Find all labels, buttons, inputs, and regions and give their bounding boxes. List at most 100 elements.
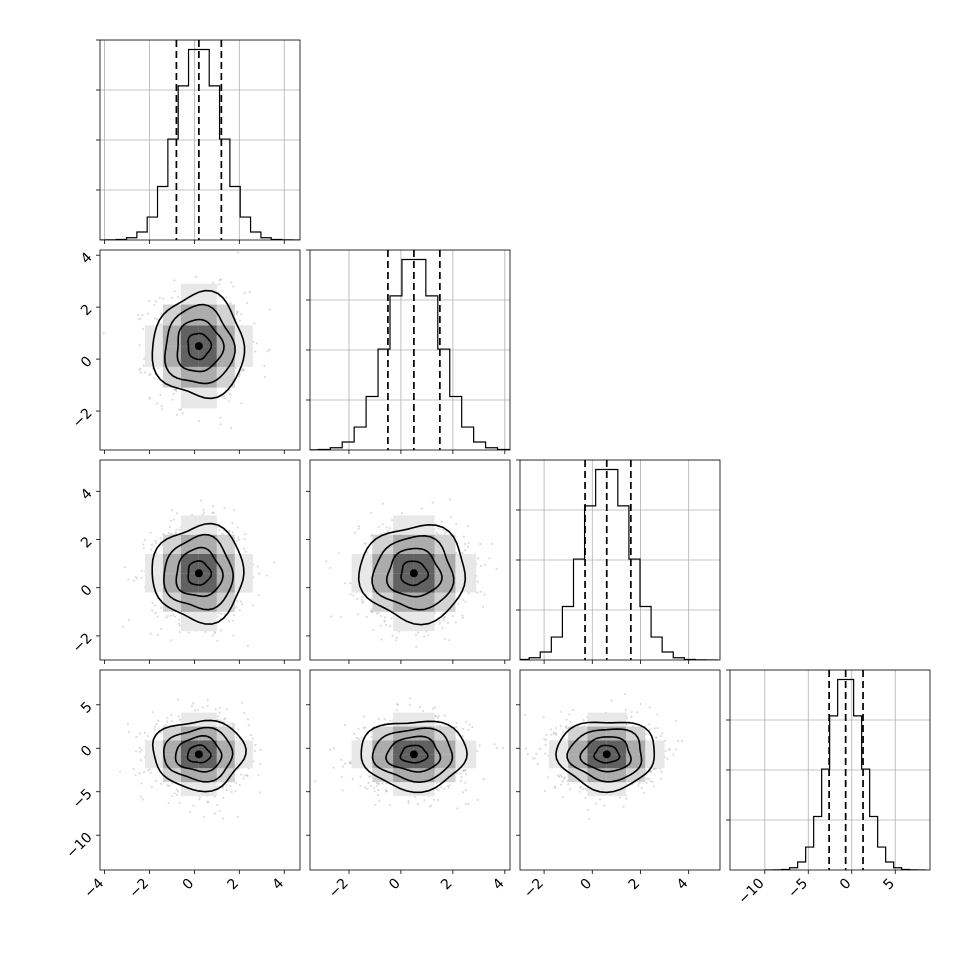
density-cell <box>180 740 199 755</box>
density-cell <box>216 366 235 388</box>
scatter-point <box>254 743 257 746</box>
panel-2-2 <box>516 459 721 664</box>
scatter-point <box>194 275 198 279</box>
scatter-point <box>171 296 174 299</box>
scatter-point <box>175 413 178 416</box>
scatter-point <box>268 348 271 352</box>
scatter-point <box>471 725 474 729</box>
density-cell <box>198 325 217 347</box>
scatter-point <box>138 772 141 775</box>
scatter-point <box>173 792 176 795</box>
density-cell <box>413 573 435 593</box>
scatter-point <box>383 616 387 619</box>
scatter-point <box>565 718 568 721</box>
scatter-point <box>135 750 138 753</box>
scatter-point <box>160 731 163 734</box>
scatter-point <box>561 795 564 799</box>
scatter-point <box>218 809 221 813</box>
panel-content <box>325 498 498 648</box>
scatter-point <box>659 735 662 738</box>
scatter-point <box>343 724 346 727</box>
density-cell <box>198 712 217 727</box>
scatter-point <box>423 799 426 802</box>
scatter-point <box>383 619 386 622</box>
scatter-point <box>357 727 360 730</box>
scatter-point <box>365 615 368 618</box>
scatter-point <box>361 601 364 604</box>
scatter-point <box>180 408 183 411</box>
scatter-point <box>202 508 205 511</box>
contour-1-sigma <box>385 735 442 773</box>
density-cell <box>198 553 217 574</box>
scatter-point <box>168 532 171 535</box>
scatter-point <box>139 795 142 798</box>
scatter-point <box>138 746 141 749</box>
scatter-point <box>229 426 233 430</box>
contours <box>360 720 468 794</box>
scatter-point <box>362 715 366 718</box>
contours <box>151 719 247 793</box>
scatter-point <box>242 368 245 371</box>
scatter-point <box>357 737 360 741</box>
scatter-point <box>222 724 225 727</box>
density-cell <box>455 573 477 593</box>
x-tick-labels: −4 −2 0 2 4 <box>81 875 287 901</box>
density-cell <box>234 740 253 755</box>
x-tick-label: 0 <box>180 876 198 894</box>
scatter-point <box>368 775 371 779</box>
scatter-point <box>340 758 343 761</box>
scatter-point <box>218 711 221 714</box>
density-cell <box>393 754 414 769</box>
density-cell <box>372 534 394 554</box>
scatter-point <box>146 735 150 738</box>
density-peak <box>409 750 418 759</box>
scatter-point <box>623 692 627 696</box>
scatter-point <box>467 728 470 731</box>
contour-2-sigma <box>151 522 245 625</box>
scatter-point <box>159 393 162 396</box>
y-tick-label: 0 <box>78 582 96 600</box>
density-cell <box>180 611 199 632</box>
scatter-point <box>343 582 347 585</box>
scatter-point <box>158 296 161 299</box>
scatter-point <box>451 615 454 618</box>
scatter-point <box>149 632 152 635</box>
scatter-point <box>372 628 375 632</box>
scatter-point <box>468 723 471 726</box>
scatter-point <box>178 408 181 411</box>
scatter-point <box>223 613 226 616</box>
scatter-point <box>217 615 220 618</box>
scatter-point <box>175 512 179 515</box>
scatter-point <box>361 595 364 599</box>
scatter-point <box>225 707 228 711</box>
scatter-point <box>455 523 458 526</box>
scatter-point <box>379 624 382 627</box>
density-cell <box>144 346 163 367</box>
scatter-point <box>431 707 434 710</box>
contour-2-sigma <box>360 720 468 794</box>
scatter-point <box>265 574 268 577</box>
density-cell <box>180 387 199 409</box>
scatter-point <box>362 726 365 729</box>
x-tick-label: 4 <box>269 875 287 893</box>
histogram-1 <box>310 258 510 450</box>
scatter-point <box>211 634 214 637</box>
scatter-point <box>480 564 483 568</box>
scatter-point <box>395 708 399 712</box>
contour-1.5-sigma <box>163 303 236 385</box>
scatter-point <box>171 794 174 798</box>
scatter-point <box>416 631 420 634</box>
scatter-point <box>170 639 173 642</box>
scatter-point <box>153 725 157 728</box>
scatter-point <box>231 724 235 727</box>
x-ticks <box>104 660 285 664</box>
scatter-point <box>461 735 465 738</box>
scatter-point <box>203 511 206 514</box>
scatter-point <box>206 698 209 702</box>
scatter-point <box>169 614 172 617</box>
scatter-point <box>255 342 258 345</box>
scatter-point <box>349 762 352 765</box>
scatter-point <box>377 611 380 614</box>
